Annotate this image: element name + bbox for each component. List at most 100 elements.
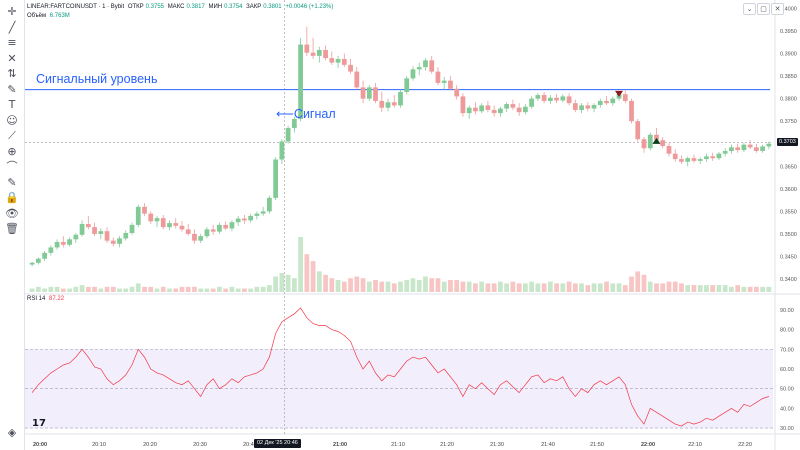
- volume-bar: [716, 285, 722, 292]
- volume-bar: [98, 288, 104, 292]
- rsi-legend[interactable]: RSI 14 87.22: [27, 296, 66, 302]
- candle-body: [92, 227, 97, 234]
- volume-bar: [379, 281, 385, 292]
- crosshair-time-label: 02 Дек '25 20:46: [254, 439, 301, 448]
- ohlc-close-value: 0.3801: [263, 4, 282, 10]
- emoji-icon[interactable]: ☺: [6, 113, 18, 127]
- candle-body: [254, 213, 260, 216]
- volume-bar: [273, 276, 278, 292]
- cursor-icon[interactable]: ✛: [7, 5, 17, 18]
- lock-icon[interactable]: 🔒: [5, 191, 19, 204]
- current-price-tag: 0.3703: [777, 138, 798, 147]
- buy-marker-icon: [652, 137, 661, 144]
- candle-body: [260, 211, 266, 214]
- trend-line-icon[interactable]: ╱: [8, 20, 16, 34]
- ohlc-open-label: ОТКР: [127, 4, 144, 10]
- volume-bar: [217, 286, 222, 292]
- price-axis-label: 0.3850: [780, 74, 797, 80]
- volume-bar: [416, 279, 422, 292]
- chevron-down-icon[interactable]: ⌄: [743, 3, 756, 15]
- text-icon[interactable]: T: [8, 98, 16, 111]
- volume-label: Объём: [27, 13, 47, 19]
- rsi-axis-label: 50.00: [780, 387, 794, 393]
- candle-body: [547, 97, 553, 101]
- rsi-line: [31, 307, 770, 427]
- volume-bar: [679, 283, 684, 292]
- time-axis-label: 20:10: [92, 442, 106, 448]
- lock-drawing-icon[interactable]: ✎: [7, 175, 17, 189]
- candle-body: [554, 97, 559, 101]
- candle-body: [460, 96, 466, 114]
- symbol-name[interactable]: LINEAR:FARTCOINUSDT · 1 · Bybit: [27, 4, 125, 10]
- volume-bar: [566, 281, 572, 292]
- volume-bar: [398, 281, 403, 292]
- candle-body: [485, 105, 491, 110]
- volume-bar: [117, 288, 122, 292]
- brush-icon[interactable]: ✎: [7, 82, 17, 96]
- volume-value: 6.763M: [49, 13, 70, 19]
- volume-legend[interactable]: Объём 6.763M: [27, 13, 72, 19]
- rsi-label: RSI 14: [27, 296, 46, 302]
- candle-body: [610, 98, 616, 104]
- volume-bar: [92, 286, 97, 292]
- magnet-icon[interactable]: ⌒: [6, 160, 18, 173]
- volume-bar: [516, 283, 522, 292]
- candle-body: [79, 223, 85, 235]
- volume-bar: [85, 286, 91, 292]
- trash-icon[interactable]: 🗑: [5, 222, 19, 235]
- rsi-value: 87.22: [49, 296, 65, 302]
- ruler-icon[interactable]: ⟋: [8, 129, 16, 142]
- maximize-icon[interactable]: ▢: [757, 3, 770, 15]
- candle-body: [597, 100, 603, 105]
- price-axis-label: 0.3550: [780, 209, 797, 215]
- candle-body: [622, 94, 628, 101]
- price-axis-label: 0.3500: [780, 232, 797, 238]
- zoom-icon[interactable]: ⊕: [7, 144, 17, 158]
- candle-body: [167, 223, 172, 228]
- candle-body: [504, 104, 510, 109]
- volume-bar: [479, 281, 485, 292]
- eye-icon[interactable]: 👁: [5, 206, 19, 220]
- candle-body: [666, 146, 672, 154]
- candle-body: [316, 49, 322, 56]
- tradingview-logo[interactable]: 17: [32, 418, 46, 429]
- volume-bar: [454, 279, 460, 292]
- volume-bar: [67, 288, 72, 292]
- candle-body: [110, 240, 116, 244]
- volume-bar: [448, 279, 453, 292]
- volume-bar: [460, 281, 466, 292]
- volume-bar: [323, 274, 328, 292]
- volume-bar: [348, 278, 353, 292]
- signal-label: ⟵Сигнал: [276, 106, 336, 121]
- fib-icon[interactable]: ≡: [7, 36, 17, 49]
- candle-body: [516, 107, 522, 113]
- volume-bar: [523, 283, 528, 292]
- volume-bar: [622, 285, 628, 292]
- volume-bar: [285, 274, 291, 292]
- volume-bar: [291, 278, 297, 292]
- layers-icon[interactable]: ◈: [7, 426, 17, 439]
- candle-body: [304, 44, 310, 53]
- volume-bar: [597, 283, 603, 292]
- volume-bar: [760, 286, 766, 292]
- candle-body: [716, 153, 722, 159]
- volume-bar: [722, 285, 728, 292]
- volume-bar: [610, 283, 616, 292]
- price-axis-label: 0.3600: [780, 187, 797, 193]
- candle-body: [641, 139, 647, 149]
- candle-body: [697, 159, 703, 161]
- close-icon[interactable]: ✕: [771, 3, 784, 15]
- pattern-icon[interactable]: ✕: [7, 51, 17, 65]
- volume-bar: [79, 285, 85, 292]
- volume-bar: [616, 283, 622, 292]
- sell-marker-icon: [615, 90, 624, 97]
- volume-bar: [504, 283, 510, 292]
- time-axis-label: 20:20: [143, 442, 157, 448]
- candle-body: [473, 107, 478, 112]
- candle-body: [235, 218, 241, 223]
- time-axis-label: 21:10: [391, 442, 405, 448]
- measure-icon[interactable]: ⇅: [7, 67, 17, 80]
- candle-body: [117, 238, 122, 244]
- volume-bar: [660, 283, 666, 292]
